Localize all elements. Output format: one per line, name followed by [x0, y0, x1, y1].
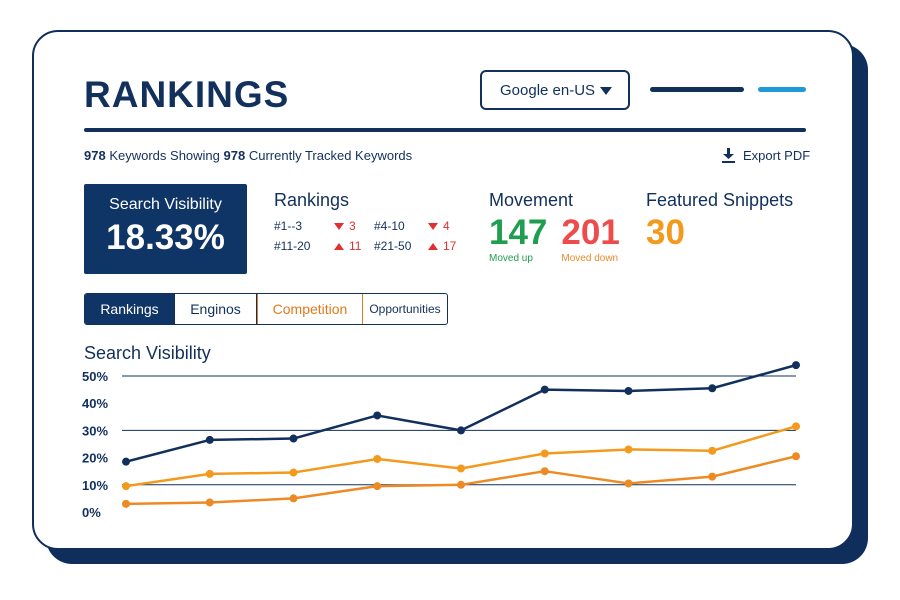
rank-range: #11-20	[274, 239, 311, 253]
tab-opportunities[interactable]: Opportunities	[369, 302, 441, 316]
movement-summary: Movement 147 Moved up 201 Moved down	[489, 190, 620, 264]
export-pdf-button[interactable]: Export PDF	[722, 148, 810, 163]
featured-snippets-summary: Featured Snippets 30	[646, 190, 793, 253]
moved-up-stat: 147 Moved up	[489, 213, 547, 264]
tab-competition[interactable]: Competition	[257, 294, 363, 324]
search-visibility-label: Search Visibility	[109, 196, 222, 213]
rankings-summary: Rankings #1--3 3 #4-10 4 #11-20 11 #21-5…	[274, 190, 468, 253]
keywords-text: Keywords Showing	[109, 148, 220, 163]
engine-select-value: Google en-US	[500, 81, 596, 99]
header-decor-bar	[650, 87, 744, 92]
search-visibility-card: Search Visibility 18.33%	[84, 184, 247, 274]
chart-title: Search Visibility	[84, 343, 211, 363]
moved-down-label: Moved down	[561, 253, 619, 264]
arrow-up-icon	[428, 242, 438, 250]
view-tabs: Rankings Enginos Competition Opportuniti…	[84, 293, 448, 325]
rank-range: #1--3	[274, 219, 303, 233]
rank-range: #4-10	[374, 219, 405, 233]
page-title: RANKINGS	[84, 74, 290, 115]
keyword-summary: 978 Keywords Showing 978 Currently Track…	[84, 148, 412, 163]
moved-down-stat: 201 Moved down	[561, 213, 619, 264]
moved-up-label: Moved up	[489, 253, 533, 264]
moved-up-value: 147	[489, 213, 548, 252]
featured-snippets-title: Featured Snippets	[646, 190, 794, 210]
rank-change: 3	[334, 219, 374, 233]
rankings-grid: #1--3 3 #4-10 4 #11-20 11 #21-50 17	[274, 219, 468, 253]
rank-change-value: 4	[443, 219, 450, 233]
engine-select[interactable]: Google en-US	[480, 70, 630, 110]
featured-snippets-value: 30	[646, 213, 685, 252]
search-visibility-value: 18.33%	[106, 218, 225, 257]
rank-change-value: 17	[443, 239, 457, 253]
arrow-down-icon	[334, 222, 344, 230]
tracked-text: Currently Tracked Keywords	[248, 148, 413, 163]
tab-rankings[interactable]: Rankings	[85, 294, 175, 324]
tab-engines[interactable]: Enginos	[175, 294, 257, 324]
rank-change: 17	[428, 239, 468, 253]
keywords-count: 978	[84, 148, 106, 163]
rankings-card: RANKINGS Google en-US 978 Keywords Showi…	[32, 30, 854, 550]
chevron-down-icon	[600, 87, 612, 95]
rank-range: #21-50	[374, 239, 412, 253]
rank-change: 4	[428, 219, 468, 233]
header-divider	[84, 128, 806, 132]
moved-down-value: 201	[561, 213, 620, 252]
rank-change-value: 3	[349, 219, 356, 233]
rank-change: 11	[334, 239, 374, 253]
rankings-summary-title: Rankings	[274, 190, 350, 210]
tracked-count: 978	[223, 148, 246, 163]
arrow-up-icon	[334, 242, 344, 250]
arrow-down-icon	[428, 222, 438, 230]
movement-title: Movement	[489, 190, 574, 210]
rank-change-value: 11	[349, 239, 362, 253]
export-pdf-label: Export PDF	[743, 148, 811, 163]
download-icon	[722, 148, 735, 163]
header-accent-bar	[758, 87, 806, 92]
